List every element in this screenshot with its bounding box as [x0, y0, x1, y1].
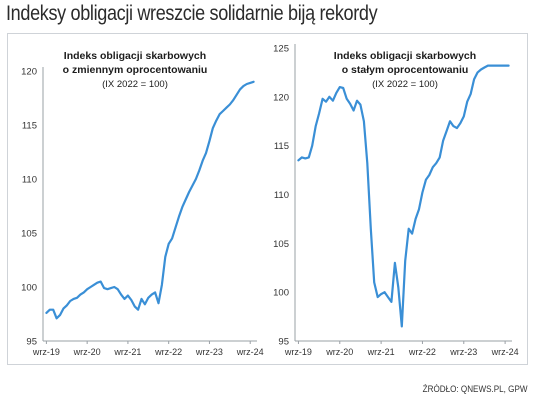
x-tick-label: wrz-21 [113, 347, 141, 357]
y-tick-label: 115 [274, 141, 289, 152]
x-tick-label: wrz-21 [367, 347, 395, 357]
chart-subtitle: (IX 2022 = 100) [372, 79, 438, 90]
y-tick-label: 110 [22, 175, 37, 186]
source-note: ŹRÓDŁO: QNEWS.PL, GPW [423, 384, 528, 394]
y-tick-label: 100 [21, 283, 37, 294]
x-tick-label: wrz-19 [284, 347, 312, 357]
y-tick-label: 120 [21, 67, 37, 78]
x-tick-label: wrz-23 [195, 347, 223, 357]
series-line [45, 80, 255, 320]
chart-subtitle: (IX 2022 = 100) [102, 79, 168, 90]
y-tick-label: 95 [26, 337, 37, 348]
x-tick-label: wrz-23 [449, 347, 477, 357]
x-tick-label: wrz-24 [491, 347, 519, 357]
y-tick-label: 105 [21, 229, 37, 240]
chart-fixed-rate: 95 100 105 110 115 120 125 wrz-19 wrz-20 wrz-21 wr… [273, 44, 519, 358]
x-tick-label: wrz-20 [73, 347, 101, 357]
chart-title-line: o stałym oprocentowaniu [342, 64, 469, 76]
x-tick-label: wrz-20 [325, 347, 353, 357]
y-tick-label: 115 [22, 121, 37, 132]
y-tick-label: 110 [274, 190, 289, 201]
y-tick-label: 105 [273, 239, 289, 250]
x-tick-label: wrz-22 [408, 347, 436, 357]
chart-variable-rate: 95 100 105 110 115 120 wrz-19 wrz-20 wrz-21 wrz-2… [21, 50, 264, 357]
headline: Indeksy obligacji wreszcie solidarnie bi… [6, 2, 378, 25]
chart-frame [7, 33, 528, 365]
series-line [297, 64, 510, 328]
y-tick-label: 125 [273, 44, 289, 55]
x-tick-label: wrz-24 [236, 347, 264, 357]
y-tick-label: 120 [273, 92, 289, 103]
chart-title-line: Indeks obligacji skarbowych [64, 50, 206, 62]
x-tick-label: wrz-22 [154, 347, 182, 357]
y-tick-label: 95 [278, 337, 289, 348]
y-tick-label: 100 [273, 288, 289, 299]
x-tick-label: wrz-19 [32, 347, 60, 357]
chart-title-line: o zmiennym oprocentowaniu [63, 64, 208, 76]
chart-title-line: Indeks obligacji skarbowych [334, 50, 476, 62]
